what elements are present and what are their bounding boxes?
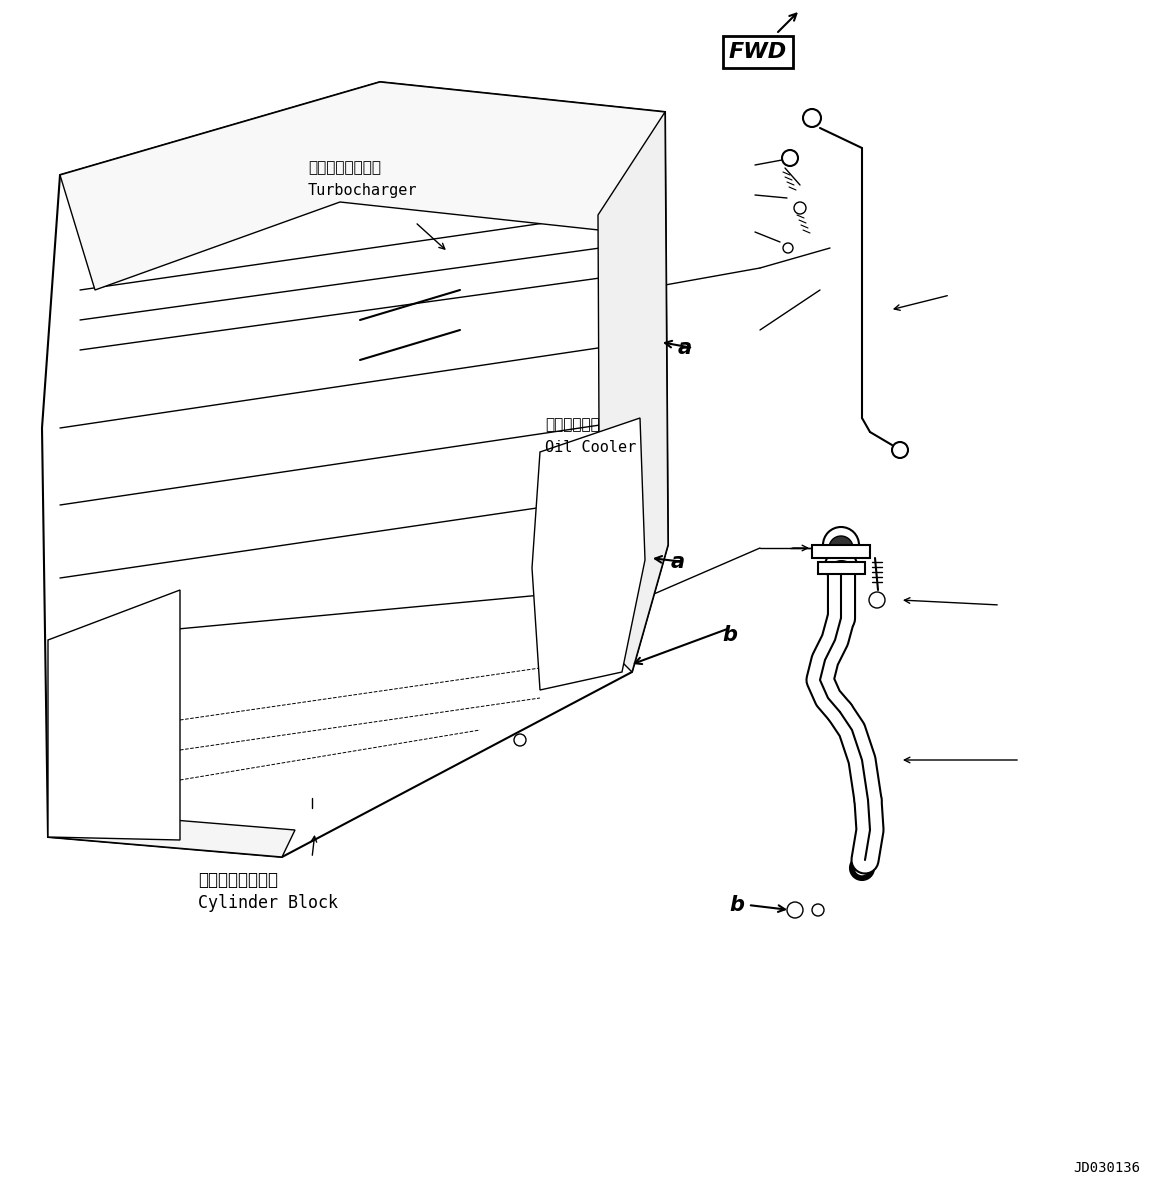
- Circle shape: [220, 207, 230, 217]
- Circle shape: [71, 693, 155, 777]
- Text: b: b: [722, 625, 737, 645]
- Circle shape: [305, 193, 315, 203]
- Text: オイルクーラ: オイルクーラ: [545, 417, 600, 433]
- Circle shape: [552, 594, 564, 605]
- Circle shape: [405, 355, 445, 394]
- Circle shape: [794, 201, 806, 213]
- Circle shape: [802, 109, 821, 127]
- Circle shape: [263, 200, 273, 210]
- Circle shape: [869, 592, 885, 608]
- Text: b: b: [729, 894, 744, 915]
- Circle shape: [787, 902, 802, 918]
- Circle shape: [324, 763, 336, 775]
- Text: FWD: FWD: [729, 42, 787, 62]
- Text: JD030136: JD030136: [1073, 1161, 1140, 1175]
- Text: ターボチャージャ: ターボチャージャ: [308, 161, 381, 175]
- Circle shape: [498, 248, 562, 312]
- Polygon shape: [531, 418, 645, 689]
- Circle shape: [514, 734, 526, 746]
- Circle shape: [825, 550, 857, 582]
- Circle shape: [586, 504, 598, 516]
- Text: Turbocharger: Turbocharger: [308, 182, 418, 198]
- Polygon shape: [42, 82, 668, 857]
- Circle shape: [443, 348, 468, 372]
- Polygon shape: [818, 562, 865, 574]
- Circle shape: [134, 784, 147, 796]
- Circle shape: [461, 325, 500, 364]
- Circle shape: [552, 514, 564, 526]
- Text: a: a: [671, 552, 685, 572]
- Circle shape: [250, 405, 290, 445]
- Circle shape: [100, 245, 110, 255]
- Circle shape: [81, 703, 145, 767]
- Text: シリンダブロック: シリンダブロック: [198, 870, 278, 888]
- Circle shape: [552, 554, 564, 566]
- Circle shape: [284, 369, 336, 421]
- Circle shape: [584, 582, 595, 594]
- Circle shape: [350, 189, 361, 200]
- Polygon shape: [60, 82, 665, 290]
- Circle shape: [435, 341, 475, 380]
- Circle shape: [602, 462, 614, 474]
- Circle shape: [812, 904, 825, 916]
- Circle shape: [279, 767, 291, 779]
- Circle shape: [892, 442, 908, 458]
- Circle shape: [276, 361, 344, 429]
- Text: a: a: [678, 338, 692, 359]
- Polygon shape: [48, 590, 180, 840]
- Polygon shape: [598, 112, 668, 671]
- Circle shape: [854, 860, 870, 876]
- Circle shape: [442, 192, 538, 288]
- Circle shape: [485, 235, 575, 325]
- Circle shape: [850, 856, 875, 880]
- Circle shape: [413, 363, 437, 387]
- Text: Oil Cooler: Oil Cooler: [545, 440, 636, 454]
- Circle shape: [823, 528, 859, 564]
- Circle shape: [140, 230, 150, 240]
- Circle shape: [180, 217, 190, 227]
- Circle shape: [328, 329, 392, 392]
- Polygon shape: [812, 546, 870, 558]
- Circle shape: [584, 542, 595, 554]
- Circle shape: [190, 779, 201, 791]
- Circle shape: [242, 397, 298, 453]
- Circle shape: [782, 150, 798, 165]
- Text: Cylinder Block: Cylinder Block: [198, 894, 338, 912]
- Circle shape: [584, 462, 595, 474]
- Circle shape: [469, 742, 481, 754]
- Circle shape: [302, 770, 317, 787]
- Circle shape: [234, 775, 247, 787]
- Circle shape: [829, 536, 852, 560]
- Circle shape: [424, 751, 436, 763]
- Circle shape: [90, 784, 101, 796]
- Circle shape: [783, 243, 793, 253]
- Circle shape: [549, 474, 561, 486]
- Circle shape: [461, 210, 520, 270]
- Circle shape: [374, 757, 386, 769]
- Circle shape: [468, 333, 492, 357]
- Polygon shape: [48, 811, 295, 857]
- Circle shape: [428, 177, 552, 302]
- Circle shape: [320, 320, 400, 400]
